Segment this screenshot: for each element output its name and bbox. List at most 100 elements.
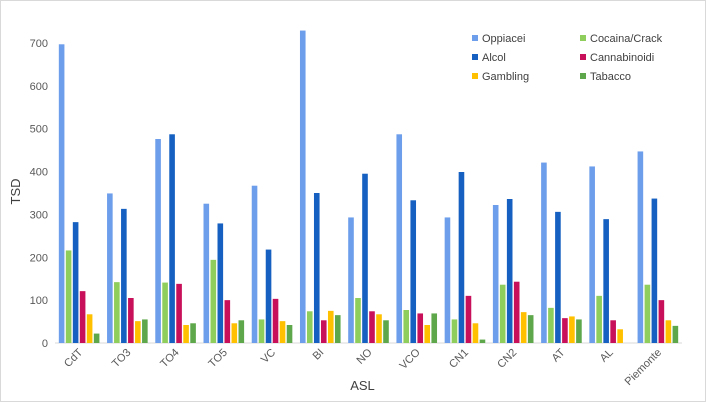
legend-swatch xyxy=(580,54,586,60)
bar-bi-oppiacei xyxy=(299,30,306,343)
x-tick-label: TO5 xyxy=(206,347,229,370)
y-axis-ticks: 0 100 200 300 400 500 600 700 xyxy=(30,38,48,350)
bar-to4-cocaina-crack xyxy=(162,282,168,343)
bars xyxy=(58,30,679,343)
bar-bi-tabacco xyxy=(334,315,341,343)
x-tick-label: Piemonte xyxy=(623,347,664,388)
bar-cdt-cocaina-crack xyxy=(65,250,72,343)
legend-swatch xyxy=(472,35,478,41)
bar-piemonte-cannabinoidi xyxy=(658,300,665,343)
x-tick-label: AT xyxy=(550,346,568,364)
bar-cn2-cannabinoidi xyxy=(513,281,520,343)
bar-piemonte-oppiacei xyxy=(637,151,644,343)
legend-swatch xyxy=(472,73,478,79)
bar-cn1-tabacco xyxy=(479,339,486,343)
bar-cn2-alcol xyxy=(506,199,513,343)
bar-cn1-cannabinoidi xyxy=(465,295,472,343)
legend-swatch xyxy=(580,35,586,41)
bar-cdt-tabacco xyxy=(93,333,100,343)
bar-to5-oppiacei xyxy=(203,203,210,343)
x-tick-label: TO4 xyxy=(158,347,181,370)
legend-swatch xyxy=(472,54,478,60)
bar-to5-cocaina-crack xyxy=(210,259,217,343)
bar-al-gambling xyxy=(617,329,623,343)
bar-to3-alcol xyxy=(121,208,127,343)
bar-vc-cannabinoidi xyxy=(272,298,279,343)
bar-cn1-cocaina-crack xyxy=(451,319,458,343)
x-axis-title: ASL xyxy=(350,378,375,393)
y-tick-label: 600 xyxy=(30,81,48,93)
bar-cn2-oppiacei xyxy=(492,205,499,343)
bar-cn1-oppiacei xyxy=(444,217,451,343)
x-tick-label: AL xyxy=(598,347,616,365)
bar-to4-oppiacei xyxy=(155,139,161,343)
bar-to3-cocaina-crack xyxy=(114,282,120,343)
legend: Oppiacei Cocaina/Crack Alcol Cannabinoidi Ga… xyxy=(472,33,663,83)
legend-label: Alcol xyxy=(482,52,506,64)
bar-at-cannabinoidi xyxy=(562,318,568,343)
bar-to3-tabacco xyxy=(142,319,148,343)
x-tick-label: NO xyxy=(354,346,374,366)
bar-no-cannabinoidi xyxy=(369,311,375,343)
x-tick-label: BI xyxy=(311,347,327,363)
bar-no-alcol xyxy=(362,173,368,343)
y-tick-label: 0 xyxy=(42,338,48,350)
bar-to4-alcol xyxy=(169,134,175,343)
bar-cn1-alcol xyxy=(458,172,465,343)
bar-at-oppiacei xyxy=(541,162,547,343)
bar-to5-cannabinoidi xyxy=(224,300,231,343)
bar-piemonte-alcol xyxy=(651,198,658,343)
x-tick-label: CN1 xyxy=(447,347,471,371)
y-tick-label: 700 xyxy=(30,38,48,50)
bar-at-alcol xyxy=(555,211,561,343)
bar-no-cocaina-crack xyxy=(355,298,361,343)
legend-label: Cannabinoidi xyxy=(590,52,654,64)
bar-bi-alcol xyxy=(313,193,320,343)
bar-vc-cocaina-crack xyxy=(258,319,265,343)
bar-cdt-gambling xyxy=(86,314,93,343)
bar-vc-alcol xyxy=(265,249,272,343)
bar-al-alcol xyxy=(603,219,609,343)
bar-bi-cannabinoidi xyxy=(320,320,327,343)
bar-cn2-gambling xyxy=(520,312,527,343)
bar-at-gambling xyxy=(569,316,575,343)
bar-at-tabacco xyxy=(576,319,582,343)
legend-label: Oppiacei xyxy=(482,33,525,45)
y-tick-label: 200 xyxy=(30,252,48,264)
bar-al-cocaina-crack xyxy=(596,295,602,343)
bar-bi-gambling xyxy=(327,310,334,343)
legend-label: Gambling xyxy=(482,71,529,83)
bar-vco-gambling xyxy=(424,325,431,343)
legend-label: Cocaina/Crack xyxy=(590,33,663,45)
bar-at-cocaina-crack xyxy=(548,307,554,343)
legend-label: Tabacco xyxy=(590,71,631,83)
bar-cdt-alcol xyxy=(72,222,79,343)
bar-no-oppiacei xyxy=(348,217,354,343)
x-tick-label: CdT xyxy=(62,346,85,369)
bar-cdt-oppiacei xyxy=(58,44,65,343)
bar-to3-oppiacei xyxy=(107,193,113,343)
y-tick-label: 400 xyxy=(30,167,48,179)
bar-cn2-tabacco xyxy=(527,315,534,343)
bar-vco-oppiacei xyxy=(396,134,403,343)
x-tick-label: VCO xyxy=(397,346,423,372)
bar-al-oppiacei xyxy=(589,166,595,343)
bar-vco-alcol xyxy=(410,200,417,343)
legend-swatch xyxy=(580,73,586,79)
bar-vco-tabacco xyxy=(431,313,438,343)
y-tick-label: 300 xyxy=(30,209,48,221)
bar-to5-alcol xyxy=(217,223,224,343)
bar-vc-tabacco xyxy=(286,325,293,343)
bar-to3-gambling xyxy=(135,321,141,343)
bar-piemonte-cocaina-crack xyxy=(644,284,651,343)
bar-al-cannabinoidi xyxy=(610,320,616,343)
bar-bi-cocaina-crack xyxy=(306,311,313,343)
x-tick-label: VC xyxy=(259,347,278,366)
bar-piemonte-gambling xyxy=(665,320,672,343)
bar-to4-gambling xyxy=(183,325,189,343)
bar-cdt-cannabinoidi xyxy=(79,291,86,343)
bar-to5-gambling xyxy=(231,323,238,343)
bar-to4-tabacco xyxy=(190,323,196,343)
bar-no-tabacco xyxy=(383,320,389,343)
